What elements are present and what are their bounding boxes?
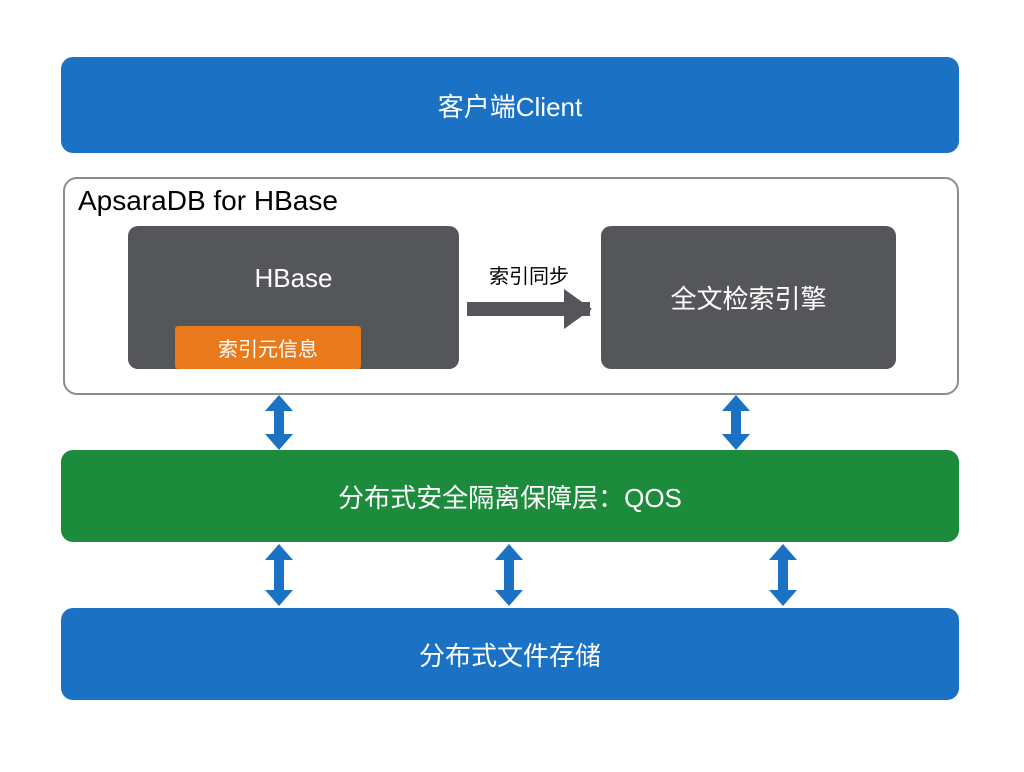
double-arrows-layer	[0, 0, 1024, 772]
